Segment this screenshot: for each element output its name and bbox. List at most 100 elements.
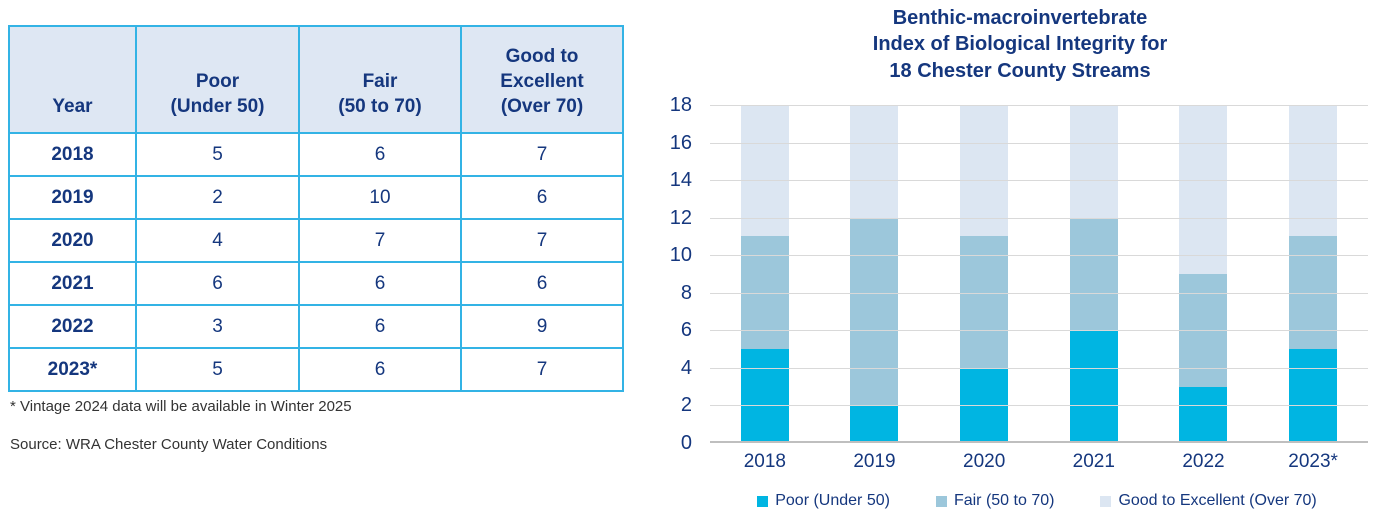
- gridline: [710, 255, 1368, 257]
- bar-segment-good: [1289, 105, 1338, 237]
- cell-poor: 3: [135, 304, 300, 349]
- chart-legend: Poor (Under 50) Fair (50 to 70) Good to Ex…: [692, 492, 1373, 510]
- cell-good: 7: [460, 218, 624, 263]
- gridline: [710, 180, 1368, 182]
- y-tick-label: 16: [669, 131, 692, 154]
- y-tick-label: 4: [680, 356, 692, 379]
- bar-segment-good: [960, 105, 1009, 237]
- legend-swatch-fair: [935, 495, 947, 507]
- cell-poor: 6: [135, 261, 300, 306]
- bar-segment-poor: [1179, 386, 1228, 443]
- cell-fair: 6: [298, 261, 462, 306]
- cell-year: 2018: [8, 132, 137, 177]
- cell-fair: 10: [298, 175, 462, 220]
- cell-good: 6: [460, 261, 624, 306]
- x-tick-label: 2021: [1072, 451, 1115, 472]
- table-footnote: * Vintage 2024 data will be available in…: [10, 398, 352, 415]
- column-header-poor: Poor (Under 50): [135, 25, 300, 134]
- bar-segment-poor: [740, 349, 789, 443]
- column-header-fair: Fair (50 to 70): [298, 25, 462, 134]
- bar-segment-good: [1179, 105, 1228, 275]
- bar-segment-fair: [1069, 217, 1118, 331]
- stacked-bar: [1179, 105, 1228, 443]
- source-note: Source: WRA Chester County Water Conditi…: [10, 436, 328, 453]
- table-row: 2023* 5 6 7: [8, 347, 624, 392]
- y-tick-label: 14: [669, 169, 692, 192]
- table-row: 2018 5 6 7: [8, 132, 624, 177]
- bar-segment-poor: [1289, 349, 1338, 443]
- y-tick-label: 18: [669, 94, 692, 116]
- cell-poor: 4: [135, 218, 300, 263]
- cell-poor: 5: [135, 347, 300, 392]
- bars-row: [710, 105, 1368, 443]
- y-tick-label: 2: [680, 394, 692, 417]
- table-row: 2019 2 10 6: [8, 175, 624, 220]
- cell-year: 2019: [8, 175, 137, 220]
- y-tick-label: 0: [680, 432, 692, 454]
- stacked-bar: [1289, 105, 1338, 443]
- table-row: 2020 4 7 7: [8, 218, 624, 263]
- bar-segment-fair: [960, 236, 1009, 368]
- legend-item-poor: Poor (Under 50): [757, 492, 890, 510]
- x-tick-label: 2022: [1182, 451, 1225, 472]
- cell-fair: 6: [298, 347, 462, 392]
- x-tick-label: 2023*: [1288, 451, 1338, 472]
- y-axis-labels: 0 2 4 6 8 10 12 14 16 18: [640, 94, 692, 454]
- legend-swatch-poor: [757, 495, 769, 507]
- gridline: [710, 217, 1368, 219]
- cell-good: 7: [460, 347, 624, 392]
- y-tick-label: 10: [669, 244, 692, 267]
- cell-fair: 6: [298, 132, 462, 177]
- x-axis-labels: 2018 2019 2020 2021 2022 2023*: [710, 451, 1368, 473]
- bar-segment-poor: [960, 367, 1009, 443]
- bar-segment-poor: [1069, 330, 1118, 443]
- table-header-row: Year Poor (Under 50) Fair (50 to 70) Goo…: [8, 25, 624, 134]
- stacked-bar: [740, 105, 789, 443]
- column-header-good: Good to Excellent (Over 70): [460, 25, 624, 134]
- gridline: [710, 142, 1368, 144]
- x-tick-label: 2018: [743, 451, 786, 472]
- table-row: 2022 3 6 9: [8, 304, 624, 349]
- legend-label: Good to Excellent (Over 70): [1118, 492, 1317, 509]
- gridline: [710, 405, 1368, 407]
- stacked-bar: [850, 105, 899, 443]
- stacked-bar: [960, 105, 1009, 443]
- cell-year: 2020: [8, 218, 137, 263]
- cell-year: 2022: [8, 304, 137, 349]
- y-tick-label: 6: [680, 319, 692, 342]
- plot-area: [710, 105, 1368, 443]
- table-row: 2021 6 6 6: [8, 261, 624, 306]
- bar-segment-good: [1069, 105, 1118, 218]
- cell-poor: 2: [135, 175, 300, 220]
- gridline: [710, 105, 1368, 106]
- bar-segment-fair: [850, 217, 899, 406]
- cell-good: 9: [460, 304, 624, 349]
- cell-fair: 7: [298, 218, 462, 263]
- legend-label: Fair (50 to 70): [953, 492, 1055, 509]
- gridline: [710, 367, 1368, 369]
- x-tick-label: 2019: [853, 451, 896, 472]
- y-tick-label: 12: [669, 206, 692, 229]
- cell-poor: 5: [135, 132, 300, 177]
- cell-year: 2021: [8, 261, 137, 306]
- cell-year: 2023*: [8, 347, 137, 392]
- table-body: 2018 5 6 7 2019 2 10 6 2020 4 7 7 2021 6 6 6 2022 3 6 9 2023…: [8, 132, 624, 392]
- legend-item-good: Good to Excellent (Over 70): [1100, 492, 1317, 510]
- column-header-year: Year: [8, 25, 137, 134]
- cell-good: 6: [460, 175, 624, 220]
- x-axis-line: [710, 441, 1368, 443]
- gridline: [710, 330, 1368, 332]
- gridline: [710, 292, 1368, 294]
- legend-item-fair: Fair (50 to 70): [935, 492, 1055, 510]
- bar-segment-good: [850, 105, 899, 218]
- legend-label: Poor (Under 50): [775, 492, 890, 509]
- bar-segment-poor: [850, 405, 899, 443]
- x-tick-label: 2020: [963, 451, 1006, 472]
- legend-swatch-good: [1100, 495, 1112, 507]
- bar-segment-good: [740, 105, 789, 237]
- cell-good: 7: [460, 132, 624, 177]
- stacked-bar: [1069, 105, 1118, 443]
- y-tick-label: 8: [680, 281, 692, 304]
- chart-title: Benthic-macroinvertebrate Index of Biolo…: [872, 7, 1168, 82]
- ibi-results-table: Year Poor (Under 50) Fair (50 to 70) Goo…: [8, 25, 624, 392]
